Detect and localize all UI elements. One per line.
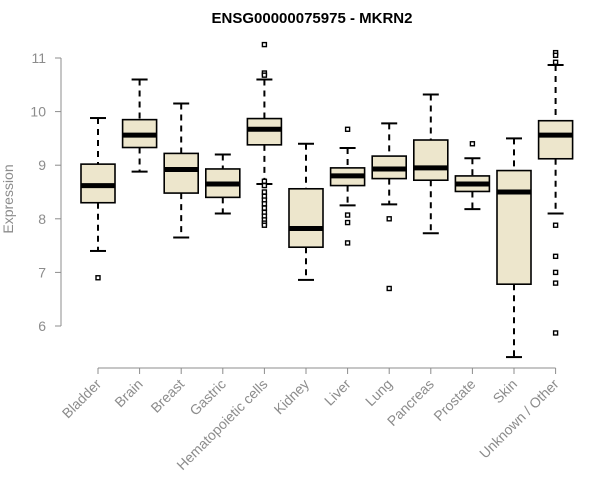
x-category-label: Kidney: [271, 376, 313, 418]
iqr-box: [537, 119, 574, 160]
y-tick-label: 10: [30, 104, 46, 120]
box-group: [371, 122, 408, 292]
outlier-point: [552, 330, 559, 336]
box-group: [412, 93, 449, 235]
outlier-point: [261, 201, 268, 207]
x-category-label: Bladder: [59, 376, 105, 422]
outlier-point: [261, 72, 268, 78]
y-tick-label: 9: [38, 157, 46, 173]
outlier-point: [261, 41, 268, 48]
x-category-label: Unknown / Other: [476, 376, 562, 462]
outlier-point: [261, 222, 268, 228]
x-category-label: Skin: [490, 376, 521, 407]
outlier-point: [344, 212, 351, 218]
y-tick-label: 6: [38, 318, 46, 334]
outlier-point: [552, 253, 559, 260]
y-axis: 6 7 8 9 10 11: [30, 50, 62, 334]
outlier-point: [261, 189, 268, 195]
outlier-point: [261, 205, 268, 211]
outlier-point: [386, 285, 392, 292]
box-group: [205, 153, 241, 215]
outlier-point: [552, 269, 559, 276]
outlier-point: [344, 219, 351, 226]
outlier-point: [552, 59, 559, 65]
outlier-point: [344, 126, 351, 132]
x-category-label: Liver: [321, 376, 354, 409]
boxes-layer: [80, 41, 574, 359]
outlier-point: [552, 280, 559, 286]
box-group: [163, 102, 199, 239]
y-tick-label: 11: [31, 50, 46, 66]
box-group: [454, 141, 491, 211]
iqr-box: [288, 187, 324, 249]
x-category-label: Prostate: [430, 376, 478, 424]
iqr-box: [163, 152, 199, 194]
box-group: [329, 126, 366, 246]
box-group: [537, 49, 574, 336]
outlier-point: [261, 182, 268, 189]
outlier-point: [261, 178, 268, 184]
box-group: [496, 137, 532, 359]
x-category-label: Brain: [111, 376, 145, 410]
iqr-box: [496, 169, 532, 285]
outlier-point: [386, 216, 392, 222]
outlier-point: [95, 275, 101, 281]
y-tick-label: 8: [38, 211, 46, 227]
iqr-box: [412, 139, 449, 182]
box-group: [80, 117, 116, 281]
x-category-label: Lung: [362, 376, 395, 409]
outlier-point: [344, 240, 351, 246]
box-group: [246, 41, 283, 228]
y-tick-label: 7: [38, 264, 46, 280]
chart-title: ENSG00000075975 - MKRN2: [212, 10, 413, 27]
outlier-point: [552, 52, 559, 59]
box-group: [121, 78, 158, 173]
outlier-point: [469, 141, 476, 147]
x-category-label: Breast: [147, 376, 187, 416]
box-group: [288, 142, 324, 281]
y-axis-label: Expression: [0, 164, 16, 233]
outlier-point: [552, 222, 559, 228]
